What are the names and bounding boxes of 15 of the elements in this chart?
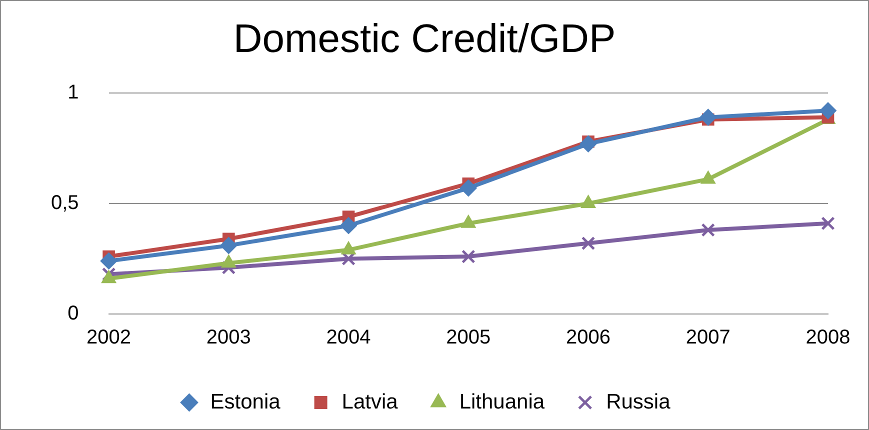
legend-label: Estonia xyxy=(210,390,281,414)
y-tick-label: 1 xyxy=(68,82,79,104)
chart-title: Domestic Credit/GDP xyxy=(233,17,616,62)
legend-label: Lithuania xyxy=(459,390,545,414)
x-tick-label: 2003 xyxy=(206,326,251,349)
x-tick-label: 2002 xyxy=(86,326,132,349)
y-tick-label: 0 xyxy=(68,302,79,325)
legend-label: Russia xyxy=(606,390,671,414)
x-tick-label: 2008 xyxy=(806,326,850,349)
legend-label: Latvia xyxy=(342,390,398,414)
x-tick-label: 2004 xyxy=(326,326,371,349)
x-tick-label: 2007 xyxy=(686,326,730,349)
x-tick-label: 2006 xyxy=(566,326,611,349)
x-tick-label: 2005 xyxy=(446,326,491,349)
y-tick-label: 0,5 xyxy=(50,192,79,214)
